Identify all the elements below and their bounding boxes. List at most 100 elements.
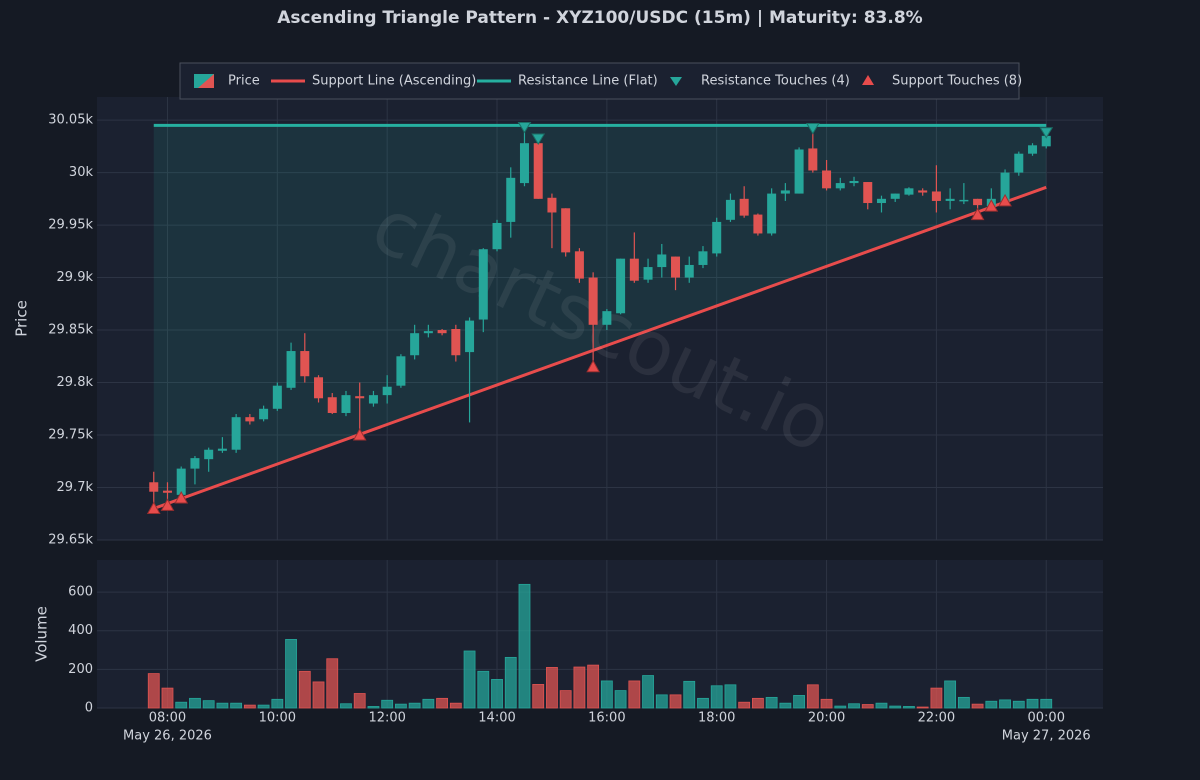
x-tick-label: 20:00 [808, 711, 845, 726]
volume-bar [477, 670, 490, 709]
y-tick-label: 29.7k [57, 480, 94, 495]
candle-body [657, 254, 667, 268]
legend-label: Resistance Line (Flat) [518, 74, 658, 89]
x-tick-label: 00:00 [1028, 711, 1065, 726]
price-panel [97, 97, 1103, 540]
volume-bar [793, 695, 805, 709]
y-tick-label: 30.05k [48, 113, 93, 128]
volume-bar [449, 702, 462, 709]
volume-bar [710, 685, 723, 709]
support-touch [970, 207, 985, 221]
legend-swatch [670, 77, 682, 86]
candle-body [547, 197, 557, 213]
candle-body [162, 490, 172, 493]
x-date-label: May 27, 2026 [1002, 729, 1091, 744]
candle-body [451, 328, 461, 356]
volume-bar [889, 705, 902, 709]
resistance-touch [1039, 127, 1054, 139]
volume-bar [312, 681, 325, 709]
candle-body [616, 258, 626, 314]
volume-bar [147, 673, 160, 709]
candle-body [780, 190, 790, 194]
volume-bar [340, 703, 352, 709]
y-tick-label: 29.65k [48, 533, 93, 548]
y-tick-label: 29.8k [57, 375, 94, 390]
volume-bar [546, 667, 558, 709]
legend-swatch [862, 75, 874, 85]
candle-body [423, 331, 433, 334]
candle-body [327, 397, 337, 413]
y-axis-label: Price [13, 300, 31, 337]
volume-bar [779, 702, 792, 709]
volume-bar [573, 666, 586, 709]
volume-bar [202, 700, 215, 709]
candle-body [506, 177, 516, 222]
candle-body [574, 251, 584, 279]
candle-body [822, 170, 832, 189]
candle-body [300, 351, 310, 377]
volume-bar [491, 679, 503, 709]
candle-body [478, 249, 488, 320]
candle-body [341, 395, 351, 413]
volume-bar [559, 690, 572, 709]
candle-body [368, 395, 378, 404]
candle-body [190, 458, 200, 469]
y-tick-label: 400 [68, 623, 93, 638]
candle-body [533, 143, 543, 199]
volume-bar [642, 675, 654, 709]
candle-body [602, 311, 612, 325]
candle-body [849, 180, 859, 184]
legend-label: Resistance Touches (4) [701, 74, 850, 89]
candle-body [272, 385, 282, 409]
candle-body [794, 149, 804, 194]
candle-body [561, 208, 571, 253]
candle-body [684, 264, 694, 278]
pattern-area [153, 125, 1047, 509]
candle-body [945, 198, 955, 201]
volume-bar [285, 639, 297, 709]
x-tick-label: 12:00 [368, 711, 405, 726]
candle-body [973, 198, 983, 206]
candle-body [671, 256, 681, 278]
volume-bar [257, 704, 270, 709]
candle-body [176, 468, 186, 495]
volume-bar [724, 684, 737, 709]
legend-label: Support Touches (8) [892, 74, 1022, 89]
candle-body [959, 199, 969, 202]
volume-bar [806, 684, 819, 709]
volume-bar [628, 680, 641, 709]
candle-body [767, 193, 777, 234]
resistance-touch [805, 122, 820, 135]
volume-bar [504, 656, 517, 709]
candle-body [465, 320, 475, 353]
volume-bar [175, 701, 188, 709]
resistance-touch [531, 133, 546, 145]
x-tick-label: 16:00 [588, 711, 625, 726]
candle-body [890, 193, 900, 199]
legend-label: Price [228, 74, 260, 89]
candle-body [259, 408, 269, 420]
volume-bar [985, 700, 998, 709]
candle-body [739, 198, 749, 216]
volume-bar [916, 706, 929, 709]
volume-panel [97, 560, 1103, 708]
y-tick-label: 0 [85, 701, 93, 716]
volume-bar [738, 701, 751, 709]
candle-body [876, 198, 886, 204]
volume-bar [243, 704, 256, 709]
candle-body [437, 330, 447, 334]
volume-bar [271, 698, 284, 709]
volume-bar [230, 702, 243, 709]
candle-body [712, 221, 722, 254]
x-tick-label: 10:00 [259, 711, 296, 726]
volume-bar [518, 583, 531, 709]
candle-body [753, 214, 763, 234]
volume-bar [903, 706, 915, 709]
volume-bar [697, 697, 709, 709]
volume-bar [600, 680, 613, 709]
volume-bar [930, 687, 943, 709]
volume-bar [408, 702, 421, 709]
volume-bar [436, 697, 448, 709]
volume-bar [395, 703, 407, 709]
